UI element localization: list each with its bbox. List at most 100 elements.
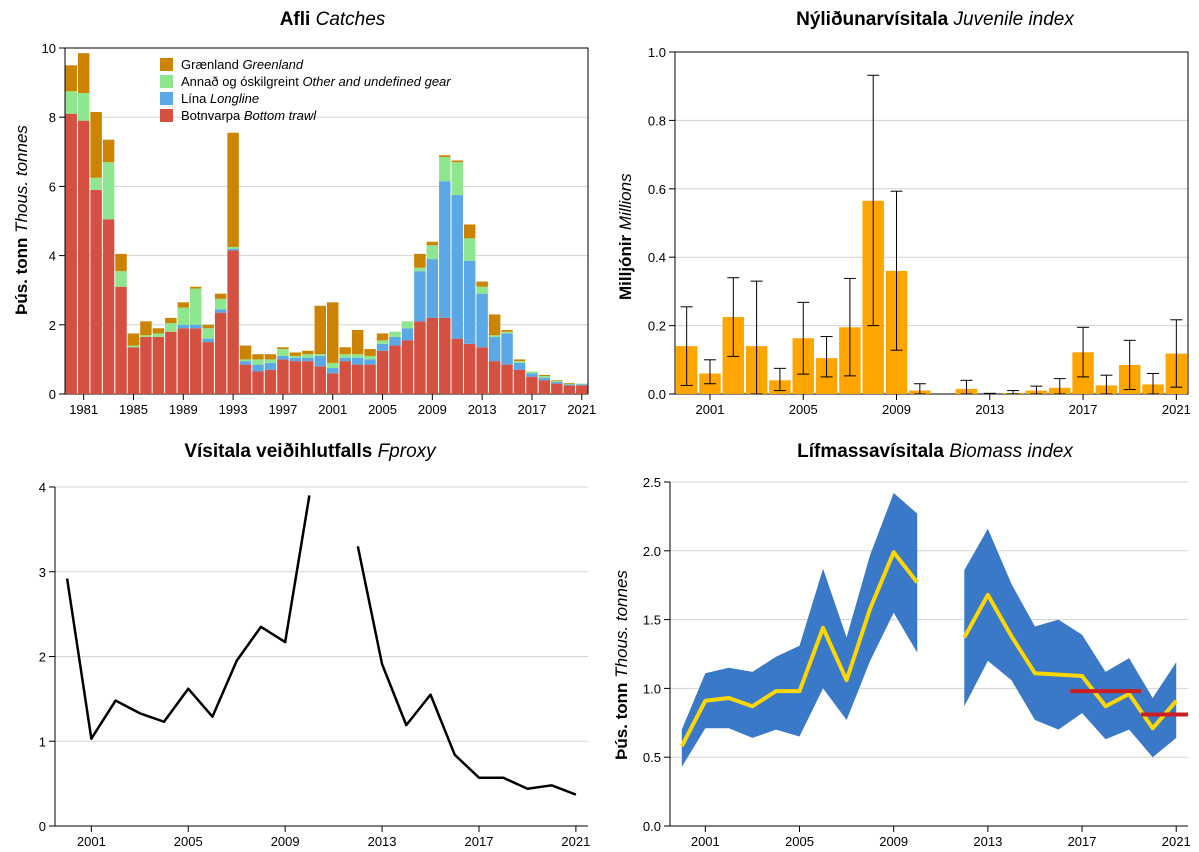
bar-segment: [264, 369, 277, 394]
bar-segment: [326, 368, 339, 374]
x-tick-label: 2021: [567, 402, 596, 417]
bar-segment: [513, 369, 526, 394]
bar-segment: [526, 376, 538, 394]
bar-segment: [501, 331, 513, 334]
bar-segment: [538, 374, 551, 377]
y-tick-label: 3: [39, 565, 46, 580]
x-tick-label: 2017: [465, 834, 494, 849]
bar-segment: [339, 354, 351, 358]
bar-segment: [476, 281, 488, 287]
x-tick-label: 2009: [882, 402, 911, 417]
bar-segment: [140, 335, 152, 337]
bar-segment: [190, 288, 202, 325]
bar-segment: [239, 364, 252, 394]
y-tick-label: 2: [39, 650, 46, 665]
x-tick-label: 1997: [268, 402, 297, 417]
bar-segment: [65, 65, 77, 92]
bar-segment: [190, 328, 202, 394]
bar-segment: [326, 373, 339, 394]
catches-legend: Grænland Greenland Annað og óskilgreint …: [160, 56, 451, 124]
bar-segment: [252, 354, 264, 360]
x-tick-label: 2021: [1162, 402, 1191, 417]
legend-item-bottom-trawl: Botnvarpa Bottom trawl: [160, 107, 451, 124]
bar-segment: [227, 132, 239, 247]
bar-segment: [414, 321, 426, 394]
y-tick-label: 0.8: [648, 113, 666, 128]
x-tick-label: 1993: [219, 402, 248, 417]
bar-segment: [551, 383, 563, 394]
bar-segment: [302, 361, 314, 394]
bar-segment: [476, 293, 488, 348]
legend-swatch: [160, 58, 173, 71]
bar-segment: [414, 253, 426, 268]
bar-segment: [214, 298, 227, 310]
bar-segment: [177, 328, 190, 394]
x-tick-label: 2017: [518, 402, 547, 417]
bar-segment: [252, 371, 264, 394]
bar-segment: [351, 364, 364, 394]
legend-item-greenland: Grænland Greenland: [160, 56, 451, 73]
bar-segment: [463, 343, 476, 394]
bar-segment: [326, 362, 339, 369]
bar-segment: [227, 250, 239, 394]
bar-segment: [127, 345, 140, 348]
bar-segment: [115, 286, 127, 394]
biomass-line: [962, 592, 1178, 731]
bar-segment: [102, 139, 115, 163]
fproxy-line: [356, 546, 577, 796]
bar-segment: [501, 364, 513, 394]
bar-segment: [376, 340, 389, 344]
bar-segment: [414, 267, 426, 272]
bar-segment: [165, 323, 177, 332]
x-tick-label: 2013: [368, 834, 397, 849]
bar-segment: [289, 352, 302, 356]
x-tick-label: 2001: [77, 834, 106, 849]
y-tick-label: 10: [42, 41, 56, 56]
bar-segment: [551, 380, 563, 381]
bar-segment: [314, 366, 327, 394]
bar-segment: [90, 189, 102, 394]
y-tick-label: 0.2: [648, 319, 666, 334]
juvenile-chart: 0.0 0.2 0.4 0.6 0.8 1.0 2001 2005 2009 2013 2017 20…: [648, 45, 1191, 417]
juvenile-title: Nýliðunarvísitala Juvenile index: [796, 9, 1074, 30]
bar-segment: [102, 162, 115, 220]
bar-segment: [488, 336, 501, 362]
bar-segment: [551, 381, 563, 384]
y-tick-label: 0.4: [648, 250, 666, 265]
bar-segment: [264, 362, 277, 370]
bar-segment: [302, 350, 314, 355]
bar-segment: [488, 314, 501, 336]
y-tick-label: 4: [39, 480, 46, 495]
bar-segment: [513, 361, 526, 363]
legend-swatch: [160, 92, 173, 105]
biomass-line: [679, 550, 919, 748]
bar-segment: [376, 343, 389, 351]
bar-segment: [426, 245, 439, 260]
x-tick-label: 2013: [973, 834, 1002, 849]
bar-segment: [289, 357, 302, 362]
bar-segment: [401, 321, 414, 329]
bar-segment: [115, 253, 127, 272]
bar-segment: [177, 307, 190, 325]
bar-segment: [127, 333, 140, 346]
y-tick-label: 4: [49, 249, 56, 264]
x-tick-label: 2009: [418, 402, 447, 417]
x-tick-label: 2005: [174, 834, 203, 849]
y-tick-label: 1.0: [643, 681, 661, 696]
bar-segment: [252, 364, 264, 372]
bar-segment: [538, 380, 551, 394]
y-tick-label: 8: [49, 110, 56, 125]
plot-frame: [674, 51, 1189, 395]
x-tick-label: 2001: [318, 402, 347, 417]
x-tick-label: 1989: [169, 402, 198, 417]
bar-segment: [351, 357, 364, 365]
bar-segment: [127, 347, 140, 394]
y-tick-label: 0.0: [643, 819, 661, 834]
bar-segment: [227, 246, 239, 249]
bar-segment: [563, 385, 576, 394]
x-tick-label: 2021: [561, 834, 590, 849]
bar-segment: [202, 328, 214, 339]
bar-segment: [77, 120, 90, 394]
bar-segment: [463, 238, 476, 261]
bar-segment: [314, 305, 327, 355]
